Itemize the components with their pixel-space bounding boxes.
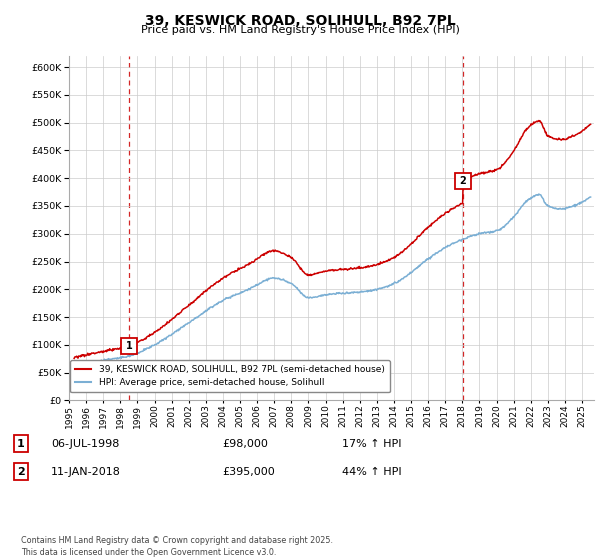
- Text: £395,000: £395,000: [222, 466, 275, 477]
- Text: 39, KESWICK ROAD, SOLIHULL, B92 7PL: 39, KESWICK ROAD, SOLIHULL, B92 7PL: [145, 14, 455, 28]
- Text: 17% ↑ HPI: 17% ↑ HPI: [342, 438, 401, 449]
- Text: 06-JUL-1998: 06-JUL-1998: [51, 438, 119, 449]
- Text: 1: 1: [125, 341, 133, 351]
- Text: 2: 2: [460, 176, 466, 186]
- Text: £98,000: £98,000: [222, 438, 268, 449]
- Text: Contains HM Land Registry data © Crown copyright and database right 2025.
This d: Contains HM Land Registry data © Crown c…: [21, 536, 333, 557]
- Legend: 39, KESWICK ROAD, SOLIHULL, B92 7PL (semi-detached house), HPI: Average price, s: 39, KESWICK ROAD, SOLIHULL, B92 7PL (sem…: [70, 360, 390, 393]
- Text: Price paid vs. HM Land Registry's House Price Index (HPI): Price paid vs. HM Land Registry's House …: [140, 25, 460, 35]
- Text: 1: 1: [17, 438, 25, 449]
- Text: 2: 2: [17, 466, 25, 477]
- Text: 44% ↑ HPI: 44% ↑ HPI: [342, 466, 401, 477]
- Text: 11-JAN-2018: 11-JAN-2018: [51, 466, 121, 477]
